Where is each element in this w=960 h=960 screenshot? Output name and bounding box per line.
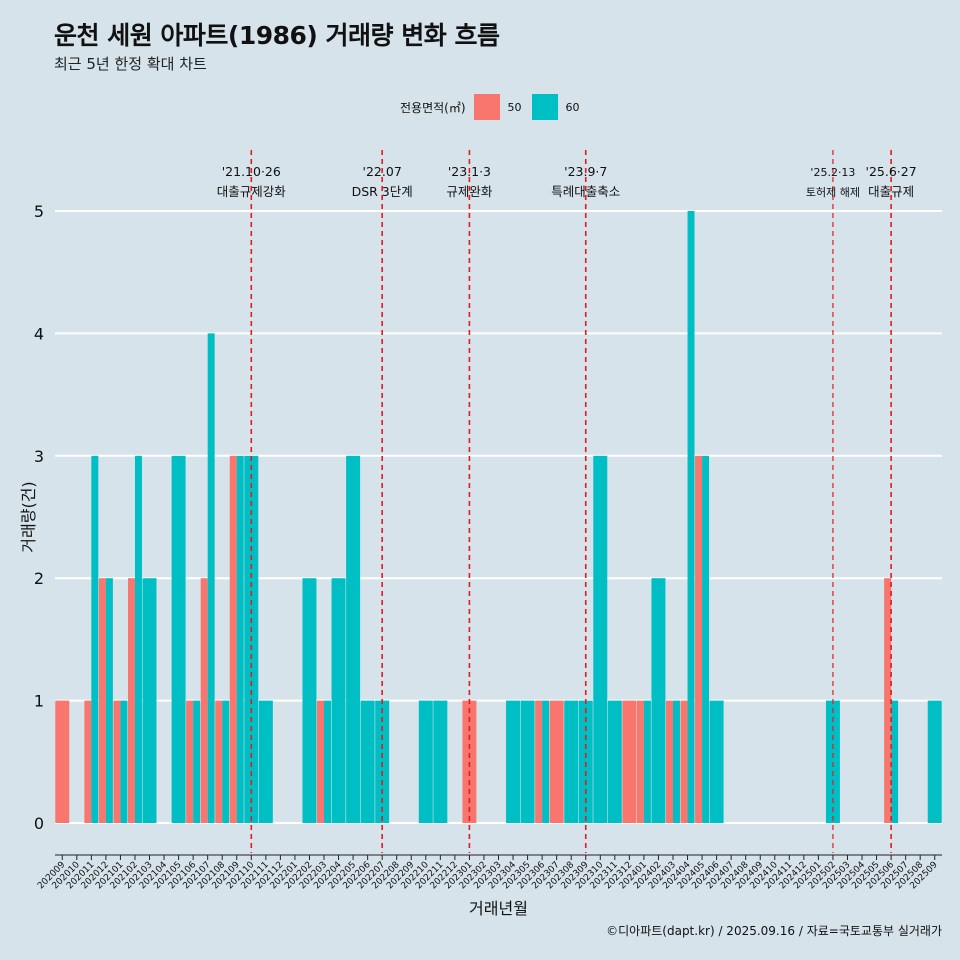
bar-60-202401	[643, 700, 651, 823]
event-policy-label: 규제완화	[446, 184, 493, 199]
event-date-label: '21.10·26	[222, 164, 281, 179]
bar-50-202102	[127, 578, 135, 823]
bar-50-202401	[636, 700, 644, 823]
legend-label-60: 60	[565, 100, 580, 114]
bar-50-202109	[229, 455, 237, 823]
event-date-label: '22.07	[363, 164, 402, 179]
bar-50-202012	[98, 578, 106, 823]
bar-60-202205	[346, 455, 361, 823]
event-policy-label: 대출규제	[868, 184, 914, 199]
y-tick-label: 3	[34, 447, 44, 466]
bar-50-202011	[84, 700, 92, 823]
bar-60-202102	[134, 455, 142, 823]
bar-60-202203	[324, 700, 331, 823]
y-tick-label: 2	[34, 569, 44, 588]
bar-60-202506	[891, 700, 899, 823]
chart-subtitle: 최근 5년 한정 확대 차트	[54, 55, 207, 73]
bar-50-202108	[215, 700, 223, 823]
x-axis-title: 거래년월	[469, 899, 528, 918]
bar-60-202509	[927, 700, 942, 823]
legend-item-60: 60	[531, 94, 584, 120]
bar-60-202404	[687, 211, 695, 823]
bar-50-202404	[680, 700, 688, 823]
bar-60-202310	[593, 455, 608, 823]
bar-50-202203	[317, 700, 325, 823]
bar-50-202405	[695, 455, 703, 823]
bar-60-202107	[207, 333, 215, 823]
bar-60-202210	[418, 700, 433, 823]
bar-60-202202	[302, 578, 317, 823]
y-tick-label: 0	[34, 814, 44, 833]
legend: 전용면적(㎡) 50 60	[400, 93, 590, 121]
bar-60-202204	[331, 578, 346, 823]
bar-60-202101	[120, 700, 128, 823]
bar-50-202306	[535, 700, 543, 823]
bar-50-202107	[200, 578, 208, 823]
bar-60-202309	[578, 700, 593, 823]
bar-50-202312	[622, 700, 637, 823]
bar-60-202311	[607, 700, 622, 823]
bar-60-202304	[506, 700, 521, 823]
bar-60-202305	[520, 700, 535, 823]
event-policy-label: 특례대출축소	[551, 184, 620, 199]
bar-60-202103	[142, 578, 157, 823]
bar-60-202502	[825, 700, 840, 823]
legend-swatch-50	[473, 94, 500, 120]
event-date-label: '25.6·27	[866, 164, 917, 179]
y-tick-label: 5	[34, 202, 44, 221]
bar-50-202403	[666, 700, 673, 823]
y-tick-label: 4	[34, 324, 44, 343]
event-date-label: '23.9·7	[564, 164, 607, 179]
bar-60-202011	[91, 455, 99, 823]
legend-item-50: 50	[473, 94, 526, 120]
y-tick-label: 1	[34, 692, 44, 711]
bar-60-202207	[375, 700, 390, 823]
legend-label-50: 50	[507, 100, 522, 114]
bar-50-202307	[549, 700, 564, 823]
bar-60-202406	[709, 700, 724, 823]
bar-60-202108	[222, 700, 230, 823]
legend-title: 전용면적(㎡)	[400, 100, 466, 115]
bar-60-202012	[105, 578, 113, 823]
y-axis-title: 거래량(건)	[19, 481, 38, 552]
bar-60-202405	[702, 455, 710, 823]
bar-60-202403	[672, 700, 680, 823]
bar-60-202109	[236, 455, 244, 823]
bar-60-202106	[193, 700, 201, 823]
bar-60-202105	[171, 455, 186, 823]
bar-60-202206	[360, 700, 375, 823]
bar-60-202211	[433, 700, 448, 823]
chart-title: 운천 세원 아파트(1986) 거래량 변화 흐름	[54, 21, 500, 50]
bar-60-202111	[258, 700, 273, 823]
legend-swatch-60	[531, 94, 558, 120]
event-date-label: '23.1·3	[448, 164, 491, 179]
bar-60-202402	[651, 578, 666, 823]
bar-50-202301	[462, 700, 477, 823]
event-date-label: '25.2·13	[810, 166, 855, 179]
bar-50-202506	[884, 578, 892, 823]
event-policy-label: DSR 3단계	[352, 184, 413, 199]
bar-50-202009	[55, 700, 70, 823]
source-caption: ©디아파트(dapt.kr) / 2025.09.16 / 자료=국토교통부 실…	[606, 924, 942, 938]
bar-50-202106	[186, 700, 194, 823]
bar-60-202308	[564, 700, 579, 823]
bar-60-202306	[542, 700, 550, 823]
event-policy-label: 토허제 해제	[806, 185, 860, 199]
event-policy-label: 대출규제강화	[217, 184, 287, 199]
bar-50-202101	[113, 700, 121, 823]
